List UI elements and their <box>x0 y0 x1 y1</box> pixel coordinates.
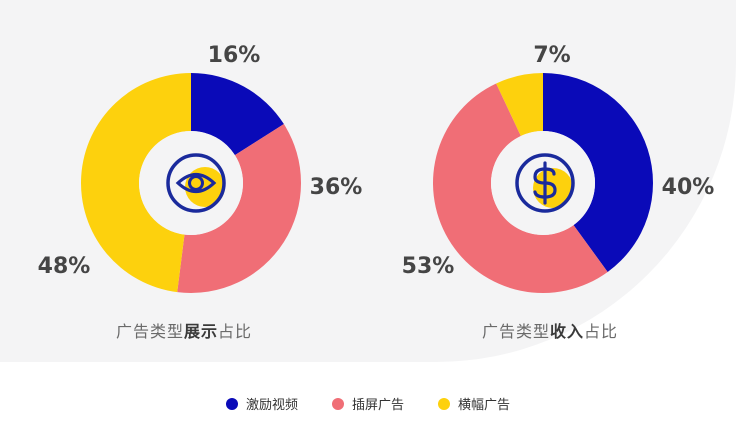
legend-label: 激励视频 <box>245 398 298 413</box>
caption-suffix: 占比 <box>218 322 253 341</box>
eye-icon <box>166 153 226 213</box>
pct-label-revenue-激励视频: 40% <box>662 175 715 200</box>
caption-suffix: 占比 <box>584 322 619 341</box>
donut-slice-横幅广告 <box>80 73 191 293</box>
legend-item-插屏广告: 插屏广告 <box>331 394 404 413</box>
legend-item-横幅广告: 横幅广告 <box>438 394 510 413</box>
caption-prefix: 广告类型 <box>482 322 551 341</box>
pct-label-display-激励视频: 16% <box>208 43 261 68</box>
legend-label: 横幅广告 <box>458 398 511 413</box>
caption-bold: 展示 <box>184 322 219 341</box>
chart-title-revenue-share: 广告类型收入占比 <box>482 318 618 342</box>
donut-slice-激励视频 <box>191 73 284 156</box>
pct-label-revenue-插屏广告: 53% <box>402 254 455 279</box>
legend-dot <box>331 397 344 410</box>
pct-label-display-横幅广告: 48% <box>38 254 91 279</box>
caption-prefix: 广告类型 <box>116 322 185 341</box>
donut-slice-激励视频 <box>543 73 653 272</box>
legend-item-激励视频: 激励视频 <box>225 394 298 413</box>
donut-slice-横幅广告 <box>496 73 543 136</box>
pct-label-revenue-横幅广告: 7% <box>533 43 570 68</box>
donut-slice-插屏广告 <box>432 83 608 294</box>
pct-label-display-插屏广告: 36% <box>310 175 363 200</box>
legend-label: 插屏广告 <box>351 398 404 413</box>
legend-dot <box>225 397 238 410</box>
donut-slice-插屏广告 <box>177 124 301 293</box>
dollar-icon <box>515 153 575 213</box>
legend-dot <box>438 397 450 410</box>
display-share-donut <box>80 73 301 293</box>
caption-bold: 收入 <box>550 322 585 341</box>
legend: 激励视频 插屏广告 横幅广告 <box>0 394 736 413</box>
chart-title-display-share: 广告类型展示占比 <box>116 318 252 342</box>
